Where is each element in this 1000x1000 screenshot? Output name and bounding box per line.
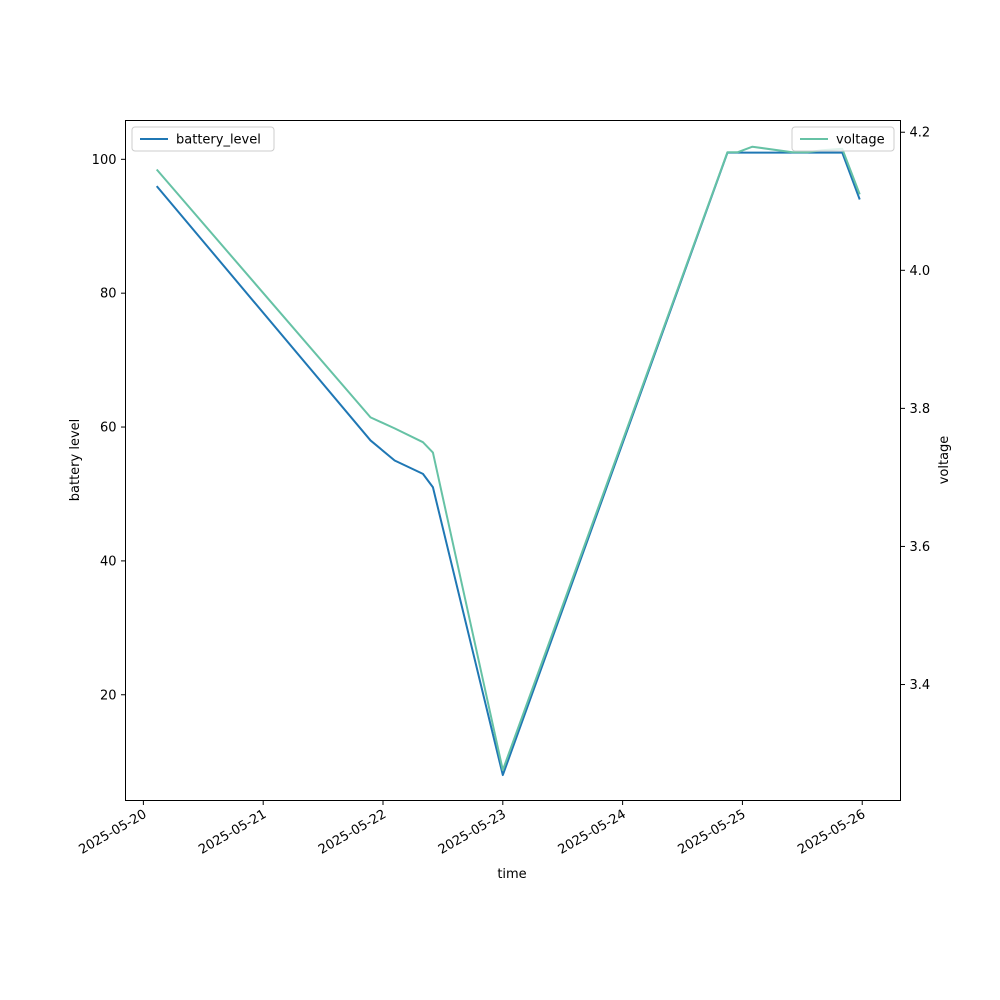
y-right-tick-label: 4.0 xyxy=(910,264,931,279)
y-left-tick-label: 60 xyxy=(100,421,117,436)
y-left-tick-label: 40 xyxy=(100,554,117,569)
y-right-tick-label: 3.8 xyxy=(910,402,931,417)
legend-battery-level: battery_level xyxy=(131,126,275,152)
legend-voltage: voltage xyxy=(791,126,895,152)
y-left-tick-label: 80 xyxy=(100,287,117,302)
y-right-axis-title: voltage xyxy=(937,436,952,485)
y-right-tick-label: 4.2 xyxy=(910,126,931,141)
x-axis-title: time xyxy=(497,867,526,882)
y-right-tick-label: 3.6 xyxy=(910,540,931,555)
y-right-axis: 3.4 3.6 3.8 4.0 4.2 xyxy=(900,126,931,693)
plot-frame xyxy=(125,120,901,801)
y-left-tick-label: 20 xyxy=(100,688,117,703)
legend-label: voltage xyxy=(836,133,885,148)
legend-label: battery_level xyxy=(176,133,261,148)
y-left-axis-title: battery level xyxy=(68,419,83,502)
y-right-tick-label: 3.4 xyxy=(910,678,931,693)
y-left-tick-label: 100 xyxy=(92,153,117,168)
legend-box xyxy=(791,126,895,152)
legend-box xyxy=(131,126,275,152)
y-left-axis: 20 40 60 80 100 xyxy=(92,153,126,703)
